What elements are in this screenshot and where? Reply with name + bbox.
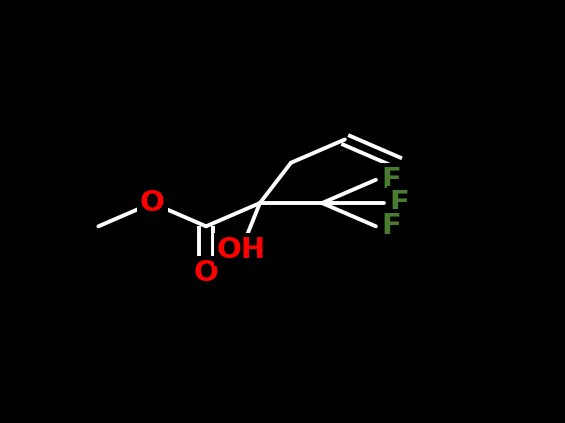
Text: F: F bbox=[390, 189, 410, 217]
Text: O: O bbox=[194, 259, 219, 287]
Text: F: F bbox=[381, 212, 401, 240]
Text: F: F bbox=[381, 166, 401, 194]
Text: O: O bbox=[140, 189, 164, 217]
Text: OH: OH bbox=[217, 236, 266, 264]
